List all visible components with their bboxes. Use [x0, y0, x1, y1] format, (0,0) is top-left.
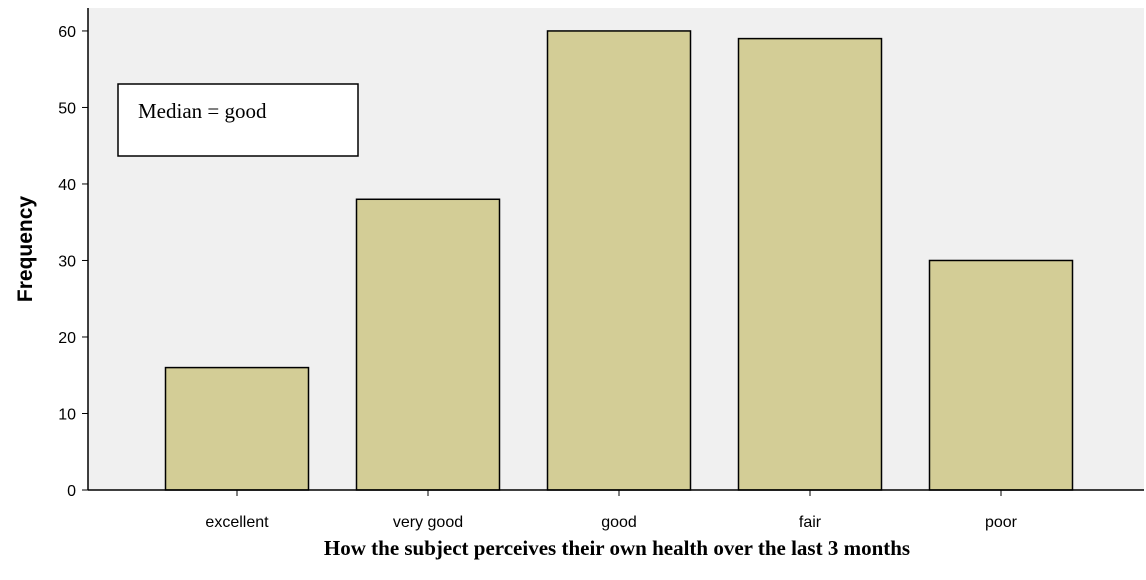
x-tick-label: poor: [985, 514, 1018, 531]
median-annotation-text: Median = good: [138, 99, 267, 123]
x-tick-label: fair: [799, 514, 822, 531]
x-tick-label: very good: [393, 514, 463, 531]
bar-fair: [737, 37, 883, 491]
x-tick-label: excellent: [205, 514, 269, 531]
y-axis-label: Frequency: [14, 196, 37, 303]
median-annotation-box: Median = good: [117, 83, 359, 157]
y-tick-label: 60: [58, 24, 76, 41]
bar-very-good: [355, 198, 501, 491]
y-ticks-group: 0 10 20 30 40 50 60: [58, 24, 88, 500]
y-tick-label: 20: [58, 330, 76, 347]
bar-poor: [928, 259, 1074, 491]
y-tick-label: 0: [67, 483, 76, 500]
bars-group: [164, 30, 1074, 491]
y-tick-label: 40: [58, 177, 76, 194]
x-ticks-group: excellent very good good fair poor: [205, 490, 1018, 531]
x-tick-label: good: [601, 514, 637, 531]
y-tick-label: 30: [58, 253, 76, 270]
median-annotation-frame: [117, 83, 359, 157]
bar-good: [546, 30, 692, 491]
x-axis-label: How the subject perceives their own heal…: [324, 536, 910, 560]
y-tick-label: 50: [58, 100, 76, 117]
bar-excellent: [164, 366, 310, 491]
y-tick-label: 10: [58, 406, 76, 423]
